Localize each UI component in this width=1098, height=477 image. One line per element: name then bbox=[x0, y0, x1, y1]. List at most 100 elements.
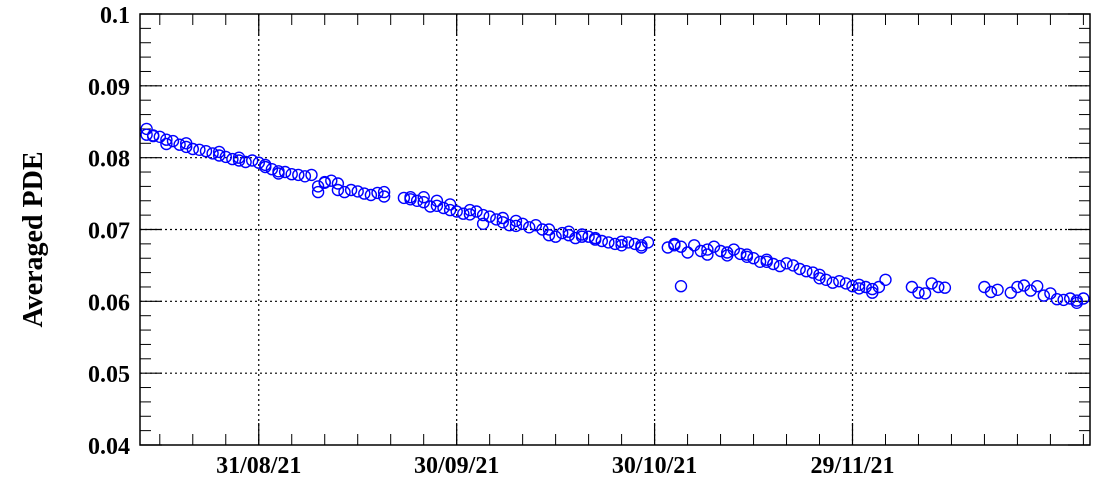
data-point bbox=[1037, 289, 1051, 302]
data-point bbox=[608, 237, 622, 251]
data-point bbox=[318, 176, 331, 190]
data-point bbox=[852, 282, 866, 295]
data-point bbox=[721, 246, 734, 259]
data-point bbox=[615, 239, 628, 252]
data-point bbox=[523, 221, 536, 234]
data-point bbox=[351, 185, 364, 198]
data-point bbox=[232, 154, 246, 167]
data-point bbox=[556, 226, 569, 240]
data-point bbox=[542, 228, 556, 242]
data-point bbox=[371, 186, 384, 200]
data-point bbox=[846, 280, 859, 293]
data-point bbox=[298, 170, 312, 183]
data-point bbox=[457, 207, 470, 220]
data-point bbox=[331, 177, 345, 190]
data-point bbox=[179, 140, 193, 154]
data-point bbox=[701, 243, 714, 256]
data-point bbox=[569, 231, 582, 245]
data-point bbox=[932, 280, 945, 294]
data-point bbox=[476, 208, 490, 222]
data-point bbox=[872, 280, 886, 294]
data-point bbox=[753, 255, 767, 268]
data-point bbox=[773, 259, 787, 273]
data-point bbox=[146, 129, 160, 142]
data-point bbox=[331, 183, 345, 197]
data-point bbox=[1070, 294, 1084, 307]
y-tick-labels: 0.04 0.05 0.06 0.07 0.08 0.09 0.1 bbox=[88, 3, 130, 460]
data-point bbox=[311, 185, 325, 199]
data-point bbox=[166, 134, 180, 148]
data-point bbox=[226, 152, 239, 166]
data-point bbox=[509, 219, 523, 233]
data-point bbox=[582, 230, 595, 243]
data-point bbox=[430, 194, 444, 208]
data-point bbox=[562, 228, 575, 242]
data-point bbox=[490, 213, 503, 226]
data-point bbox=[859, 280, 872, 294]
data-point bbox=[641, 236, 655, 249]
data-point bbox=[984, 285, 998, 299]
data-point bbox=[450, 205, 463, 218]
y-tick-label: 0.06 bbox=[88, 290, 130, 316]
data-point bbox=[615, 235, 628, 248]
data-point bbox=[786, 259, 800, 272]
data-point bbox=[628, 237, 641, 251]
data-point bbox=[463, 208, 477, 221]
data-point bbox=[938, 281, 952, 294]
data-point bbox=[140, 128, 153, 141]
plot-frame bbox=[139, 13, 1091, 446]
data-point bbox=[912, 286, 925, 299]
data-point bbox=[542, 223, 556, 236]
data-point bbox=[153, 130, 167, 144]
data-point bbox=[199, 144, 213, 158]
x-tick-label: 30/09/21 bbox=[414, 453, 499, 477]
x-tick-label: 31/08/21 bbox=[216, 453, 301, 477]
data-point bbox=[364, 188, 378, 202]
data-point bbox=[839, 277, 853, 290]
data-point bbox=[272, 167, 285, 180]
data-point bbox=[1030, 280, 1044, 293]
data-point bbox=[443, 198, 457, 211]
data-point bbox=[430, 199, 444, 213]
data-point bbox=[265, 162, 279, 176]
data-point bbox=[707, 240, 721, 253]
data-point bbox=[259, 160, 272, 174]
data-point bbox=[866, 282, 879, 296]
data-point bbox=[173, 138, 186, 151]
data-point bbox=[476, 217, 490, 231]
data-point bbox=[344, 183, 358, 197]
data-point bbox=[503, 218, 516, 232]
data-point bbox=[437, 201, 450, 215]
data-point bbox=[674, 280, 688, 293]
y-tick-label: 0.04 bbox=[88, 434, 130, 460]
data-point bbox=[1004, 286, 1017, 299]
data-point bbox=[338, 185, 351, 199]
data-point bbox=[595, 234, 608, 248]
data-point bbox=[1077, 292, 1090, 305]
data-point bbox=[443, 203, 457, 217]
data-point bbox=[727, 243, 740, 256]
data-point bbox=[305, 168, 318, 182]
data-point bbox=[918, 287, 932, 300]
data-point bbox=[879, 273, 892, 286]
data-point bbox=[206, 147, 219, 160]
x-tick-label: 30/10/21 bbox=[612, 453, 697, 477]
data-point bbox=[160, 137, 173, 151]
data-point bbox=[991, 283, 1004, 296]
data-point bbox=[575, 230, 589, 243]
data-point bbox=[661, 241, 674, 254]
y-tick-label: 0.07 bbox=[88, 219, 130, 245]
data-point bbox=[925, 277, 938, 290]
data-point bbox=[463, 203, 477, 217]
data-point bbox=[529, 218, 542, 232]
data-point bbox=[635, 239, 648, 252]
data-point bbox=[740, 248, 754, 261]
data-point bbox=[806, 266, 820, 279]
y-tick-label: 0.09 bbox=[88, 75, 130, 101]
data-point bbox=[219, 150, 233, 164]
data-point bbox=[397, 191, 411, 205]
data-point bbox=[701, 248, 714, 261]
data-point bbox=[278, 165, 292, 179]
data-point bbox=[285, 167, 298, 181]
